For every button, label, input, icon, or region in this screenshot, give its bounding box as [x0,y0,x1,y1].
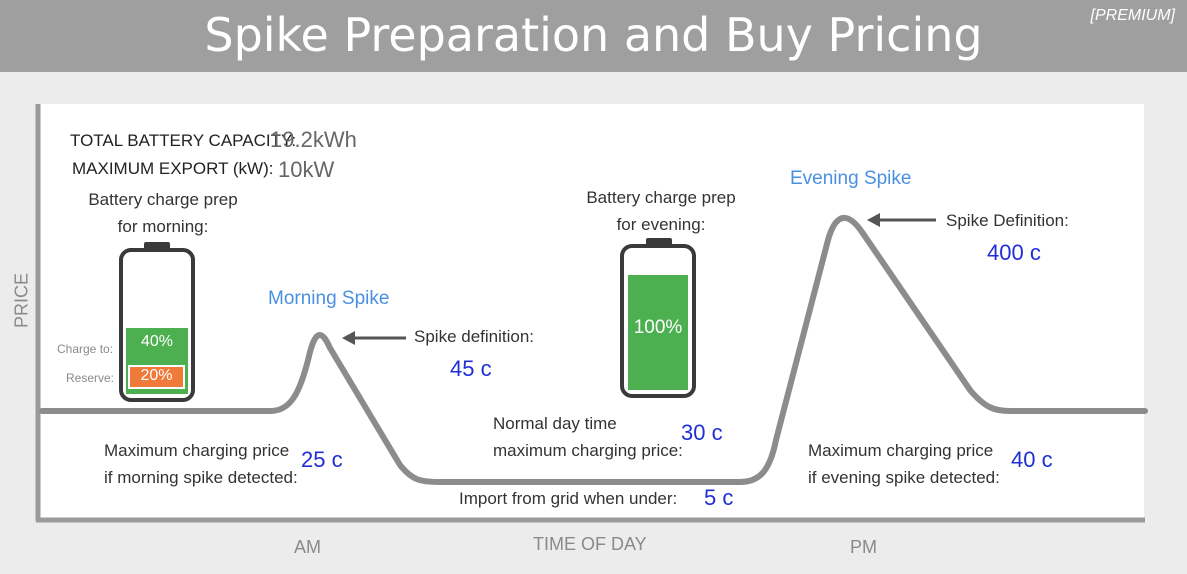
morning-spike-arrow [342,331,406,345]
evening-spike-label: Evening Spike [790,168,912,189]
evening-charge-fill [628,275,688,390]
morning-max-price-line1: Maximum charging price [104,441,290,460]
evening-spike-arrow [867,213,936,227]
day-max-price-line2: maximum charging price: [493,441,683,460]
evening-max-price-line2: if evening spike detected: [808,468,1000,487]
evening-battery-title-line1: Battery charge prep [586,188,736,207]
page-title: Spike Preparation and Buy Pricing [204,8,983,62]
x-axis-label: TIME OF DAY [533,534,647,554]
export-value: 10kW [278,157,335,182]
day-max-price-line1: Normal day time [493,414,617,433]
evening-battery-title-line2: for evening: [616,215,706,234]
morning-charge-fill [126,328,188,366]
evening-spike-definition-value: 400 c [987,240,1041,265]
morning-spike-label: Morning Spike [268,288,390,309]
morning-reserve-box [128,365,185,389]
import-label: Import from grid when under: [459,489,678,508]
export-label: MAXIMUM EXPORT (kW): [72,159,274,178]
premium-badge: [PREMIUM] [1090,7,1175,24]
title-banner: Spike Preparation and Buy Pricing [PREMI… [0,0,1187,72]
x-axis-pm-label: PM [850,537,877,557]
evening-battery-icon [620,238,696,398]
morning-battery-title-line1: Battery charge prep [88,190,238,209]
morning-battery-icon [119,242,195,402]
x-axis-am-label: AM [294,537,321,557]
morning-reserve-value: 20% [140,367,173,384]
morning-spike-definition-value: 45 c [450,356,492,381]
evening-charge-value: 100% [633,317,683,338]
capacity-value: 19.2kWh [270,127,357,152]
morning-max-price-line2: if morning spike detected: [104,468,298,487]
evening-spike-definition-label: Spike Definition: [946,211,1069,230]
import-value: 5 c [704,485,734,510]
evening-max-price-value: 40 c [1011,447,1053,472]
y-axis-label: PRICE [11,273,32,329]
morning-max-price-value: 25 c [301,447,343,472]
morning-charge-value: 40% [140,333,174,350]
morning-battery-title-line2: for morning: [117,217,209,236]
day-max-price-value: 30 c [681,420,723,445]
evening-max-price-line1: Maximum charging price [808,441,994,460]
charge-to-label: Charge to: [57,342,114,356]
price-curve [39,214,1148,485]
morning-spike-definition-label: Spike definition: [414,327,535,346]
reserve-label: Reserve: [66,371,115,385]
diagram-panel [38,104,1144,520]
capacity-label: TOTAL BATTERY CAPACITY: [70,131,297,150]
